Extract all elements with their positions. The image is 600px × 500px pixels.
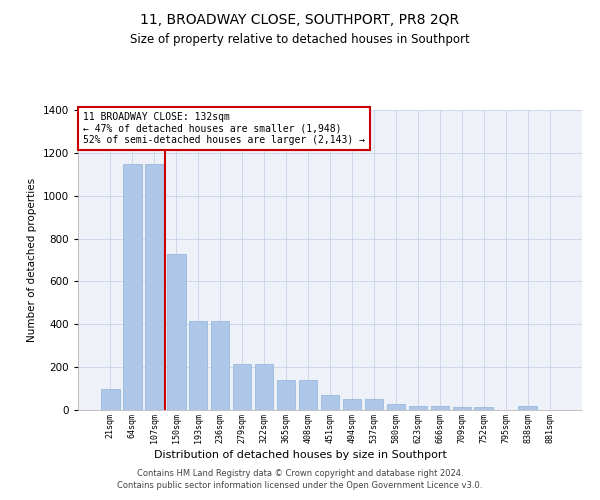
Bar	[167, 254, 185, 410]
Text: Distribution of detached houses by size in Southport: Distribution of detached houses by size …	[154, 450, 446, 460]
Bar	[145, 164, 164, 410]
Bar	[255, 364, 274, 410]
Bar	[320, 395, 340, 410]
Bar	[518, 406, 537, 410]
Text: Size of property relative to detached houses in Southport: Size of property relative to detached ho…	[130, 32, 470, 46]
Bar	[343, 400, 361, 410]
Bar	[299, 380, 317, 410]
Bar	[452, 407, 471, 410]
Y-axis label: Number of detached properties: Number of detached properties	[27, 178, 37, 342]
Bar	[101, 388, 119, 410]
Bar	[211, 321, 229, 410]
Text: 11, BROADWAY CLOSE, SOUTHPORT, PR8 2QR: 11, BROADWAY CLOSE, SOUTHPORT, PR8 2QR	[140, 12, 460, 26]
Bar	[189, 321, 208, 410]
Text: 11 BROADWAY CLOSE: 132sqm
← 47% of detached houses are smaller (1,948)
52% of se: 11 BROADWAY CLOSE: 132sqm ← 47% of detac…	[83, 112, 365, 144]
Bar	[431, 406, 449, 410]
Bar	[123, 164, 142, 410]
Text: Contains public sector information licensed under the Open Government Licence v3: Contains public sector information licen…	[118, 481, 482, 490]
Bar	[475, 407, 493, 410]
Bar	[233, 364, 251, 410]
Bar	[277, 380, 295, 410]
Bar	[365, 400, 383, 410]
Bar	[386, 404, 405, 410]
Text: Contains HM Land Registry data © Crown copyright and database right 2024.: Contains HM Land Registry data © Crown c…	[137, 468, 463, 477]
Bar	[409, 406, 427, 410]
